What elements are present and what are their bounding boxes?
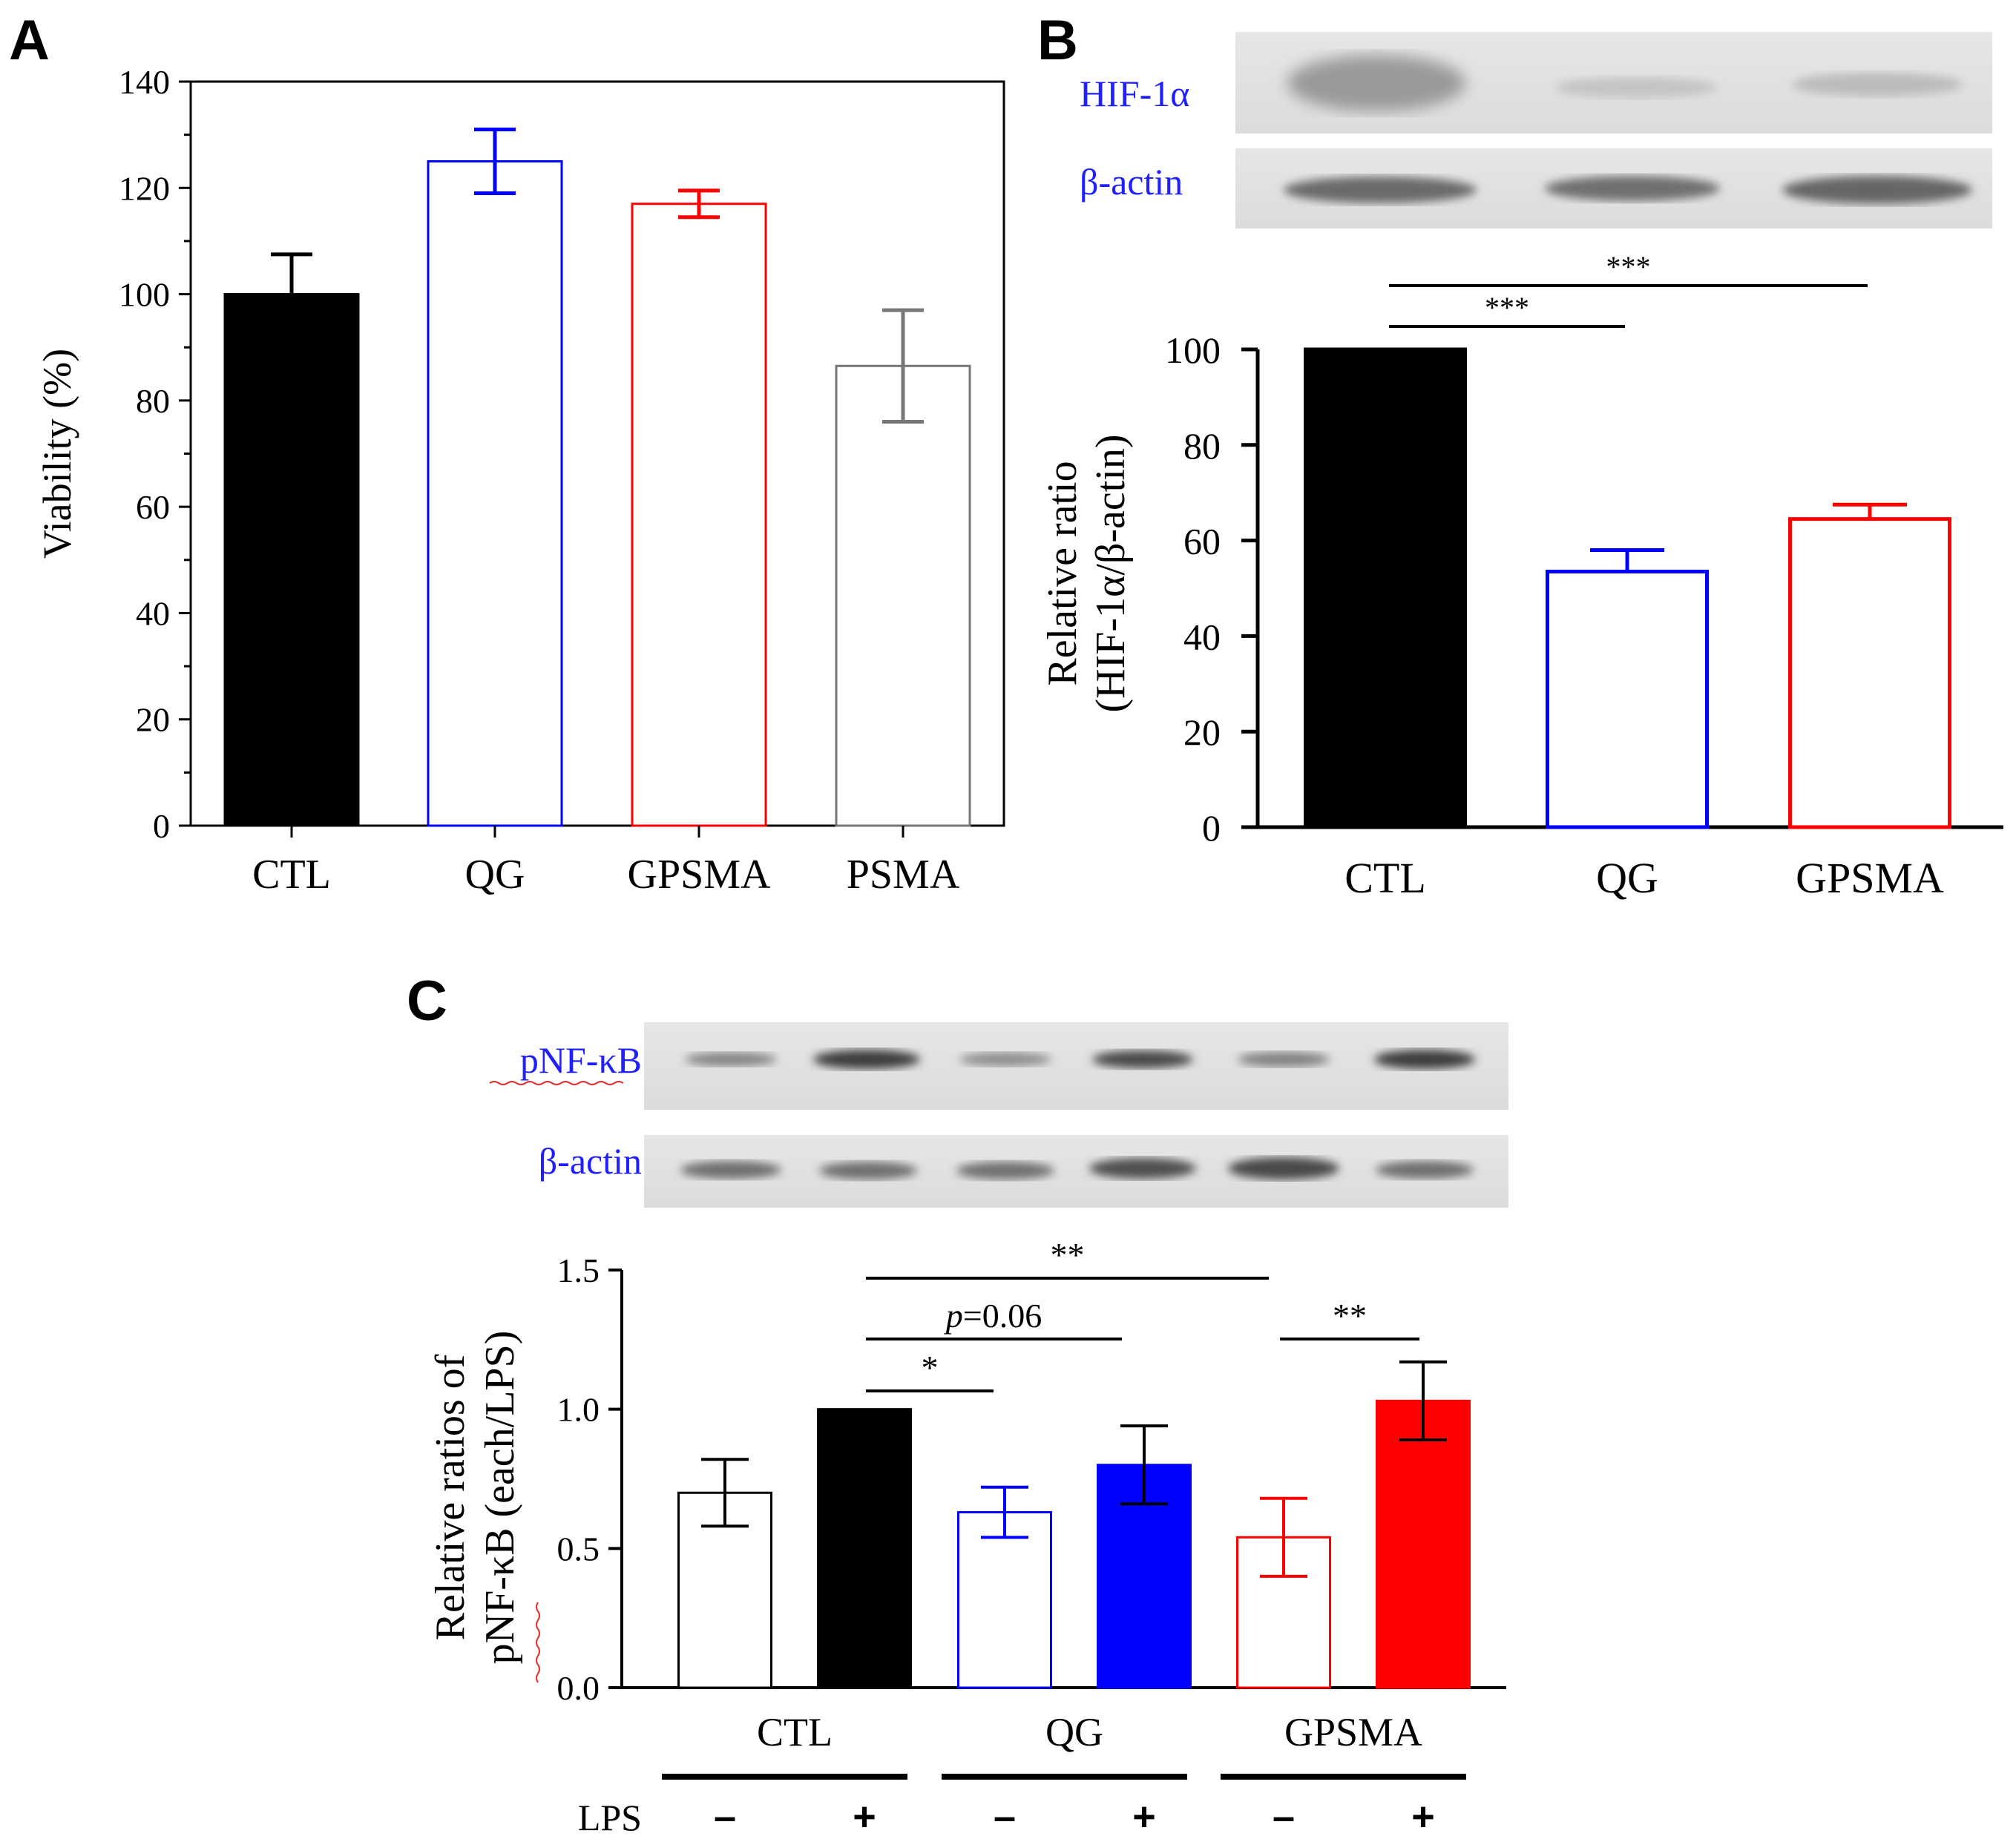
y-tick-label: 120 [119, 169, 170, 207]
lps-sign: + [1132, 1794, 1156, 1839]
y-tick-label: 60 [136, 488, 170, 526]
y-tick-label: 100 [1165, 329, 1221, 371]
y-tick-label: 0 [153, 807, 170, 845]
x-tick-label: GPSMA [628, 852, 772, 898]
bar [1376, 1399, 1471, 1689]
y-tick-label: 60 [1183, 521, 1221, 562]
y-tick-label: 80 [1183, 425, 1221, 467]
blot-b-actin [1235, 148, 1992, 228]
significance-label: *** [1606, 250, 1651, 283]
x-tick-label: CTL [252, 852, 331, 898]
blot-label-pnfkb: pNF-κB [520, 1039, 642, 1081]
bar [1304, 347, 1467, 829]
y-tick-label: 1.5 [557, 1251, 600, 1289]
y-tick-label: 20 [1183, 711, 1221, 753]
chart-b: 0 20 40 60 80 100 Relative ratio (HIF-1α/β-acti… [1040, 250, 2003, 902]
lps-label: LPS [578, 1797, 642, 1838]
y-tick-label: 40 [136, 594, 170, 632]
y-axis-label-line2: (HIF-1α/β-actin) [1088, 434, 1134, 712]
bar [957, 1511, 1052, 1689]
y-axis-label-line1: Relative ratio [1040, 461, 1086, 685]
y-tick-label: 0 [1202, 807, 1221, 849]
bar [1546, 569, 1709, 829]
y-tick-label: 140 [119, 63, 170, 101]
y-axis-label: Viability (%) [35, 349, 79, 559]
spellcheck-underline [536, 1602, 540, 1683]
chart-c: 0.0 0.5 1.0 1.5 Relative ratios of pNF-κB (ea… [427, 1236, 1506, 1839]
x-tick-label: QG [1596, 854, 1658, 902]
significance-label: ** [1333, 1297, 1367, 1335]
significance-label: *** [1485, 291, 1529, 324]
bar [427, 159, 563, 827]
x-group-label: CTL [757, 1710, 833, 1754]
significance-label: * [922, 1349, 939, 1386]
bar [817, 1408, 912, 1689]
x-tick-label: CTL [1344, 854, 1426, 902]
lps-sign: + [1411, 1794, 1435, 1839]
lps-sign: – [994, 1794, 1016, 1839]
lps-sign: – [1273, 1794, 1295, 1839]
panel-label-b: B [1037, 9, 1078, 72]
lps-sign: – [714, 1794, 736, 1839]
bar [223, 293, 360, 827]
panel-label-a: A [9, 9, 50, 72]
blot-label-actin-c: β-actin [539, 1140, 642, 1182]
y-tick-label: 1.0 [557, 1391, 600, 1429]
x-tick-label: PSMA [847, 852, 960, 898]
y-tick-label: 100 [119, 276, 170, 314]
y-axis-label-line2: pNF-κB (each/LPS) [477, 1331, 523, 1665]
blot-b-hif1a [1235, 32, 1992, 134]
blot-label-hif1a: HIF-1α [1080, 73, 1189, 114]
y-tick-label: 80 [136, 382, 170, 420]
blot-label-actin-b: β-actin [1080, 161, 1183, 203]
lps-sign: + [853, 1794, 876, 1839]
bar [631, 203, 767, 827]
bar [1788, 517, 1951, 829]
y-tick-label: 40 [1183, 616, 1221, 657]
x-group-label: QG [1045, 1710, 1103, 1754]
x-tick-label: QG [465, 852, 525, 898]
y-tick-label: 0.0 [557, 1669, 600, 1707]
y-axis-label-line1: Relative ratios of [427, 1354, 473, 1640]
panel-label-c: C [407, 970, 447, 1033]
y-tick-label: 20 [136, 701, 170, 739]
x-tick-label: GPSMA [1796, 854, 1944, 902]
chart-a: 0 20 40 60 80 100 120 140 Viability (%) CTL QG GPSM… [35, 63, 1005, 898]
blot-c-actin [644, 1135, 1508, 1208]
spellcheck-underline [489, 1081, 624, 1085]
significance-label: ** [1051, 1236, 1085, 1274]
y-tick-label: 0.5 [557, 1530, 600, 1567]
significance-label: p=0.06 [944, 1297, 1042, 1335]
x-group-label: GPSMA [1284, 1710, 1422, 1754]
bar [835, 364, 971, 827]
blot-c-pnfkb [644, 1022, 1508, 1110]
